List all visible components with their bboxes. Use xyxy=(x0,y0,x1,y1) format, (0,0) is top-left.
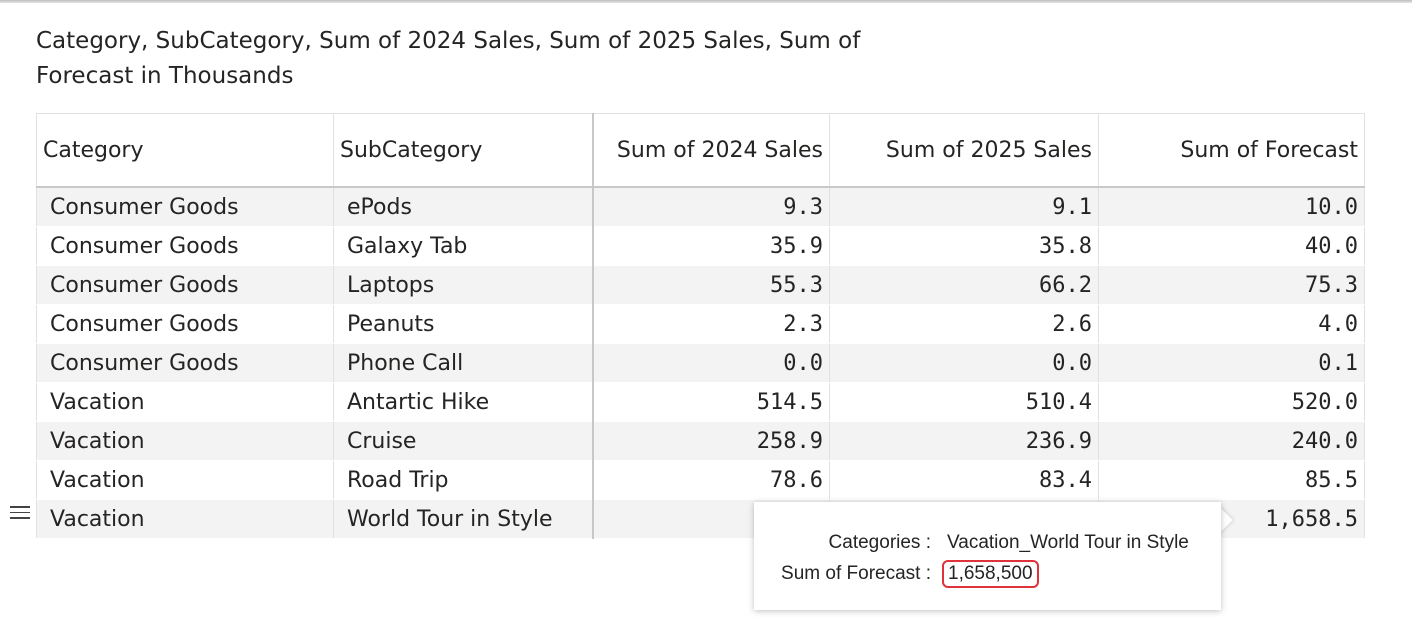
cell-subcategory: World Tour in Style xyxy=(333,499,594,539)
column-header-sum-forecast[interactable]: Sum of Forecast xyxy=(1098,113,1365,188)
hamburger-menu-icon[interactable] xyxy=(10,506,30,522)
cell-forecast: 75.3 xyxy=(1098,265,1365,305)
column-header-subcategory[interactable]: SubCategory xyxy=(333,113,594,188)
cell-sales-2025: 9.1 xyxy=(829,187,1099,227)
cell-subcategory: Galaxy Tab xyxy=(333,226,594,266)
cell-sales-2024: 55.3 xyxy=(592,265,830,305)
cell-sales-2025: 2.6 xyxy=(829,304,1099,344)
cell-subcategory: Road Trip xyxy=(333,460,594,500)
tooltip: Categories : Vacation_World Tour in Styl… xyxy=(754,502,1221,610)
cell-forecast: 85.5 xyxy=(1098,460,1365,500)
cell-forecast: 10.0 xyxy=(1098,187,1365,227)
cell-category: Vacation xyxy=(36,382,334,422)
table-row[interactable]: Vacation Antartic Hike 514.5 510.4 520.0 xyxy=(36,382,1365,422)
cell-subcategory: Laptops xyxy=(333,265,594,305)
cell-forecast: 0.1 xyxy=(1098,343,1365,383)
cell-sales-2025: 66.2 xyxy=(829,265,1099,305)
cell-sales-2024: 2.3 xyxy=(592,304,830,344)
cell-subcategory: Peanuts xyxy=(333,304,594,344)
tooltip-value-categories: Vacation_World Tour in Style xyxy=(947,532,1189,553)
data-table: Category SubCategory Sum of 2024 Sales S… xyxy=(36,113,1365,539)
cell-sales-2024: 514.5 xyxy=(592,382,830,422)
top-divider xyxy=(0,0,1412,3)
cell-sales-2025: 0.0 xyxy=(829,343,1099,383)
cell-category: Vacation xyxy=(36,421,334,461)
cell-sales-2024: 35.9 xyxy=(592,226,830,266)
cell-forecast: 40.0 xyxy=(1098,226,1365,266)
cell-category: Consumer Goods xyxy=(36,343,334,383)
cell-category: Vacation xyxy=(36,460,334,500)
table-row[interactable]: Consumer Goods Laptops 55.3 66.2 75.3 xyxy=(36,265,1365,305)
visual-title: Category, SubCategory, Sum of 2024 Sales… xyxy=(36,28,861,89)
tooltip-row-categories: Categories : Vacation_World Tour in Styl… xyxy=(754,532,1221,560)
cell-sales-2025: 35.8 xyxy=(829,226,1099,266)
cell-sales-2025: 236.9 xyxy=(829,421,1099,461)
cell-sales-2024: 258.9 xyxy=(592,421,830,461)
cell-forecast: 240.0 xyxy=(1098,421,1365,461)
cell-forecast: 4.0 xyxy=(1098,304,1365,344)
table-visual: Category SubCategory Sum of 2024 Sales S… xyxy=(36,113,1365,539)
column-header-sum-2024-sales[interactable]: Sum of 2024 Sales xyxy=(592,113,830,188)
table-row[interactable]: Consumer Goods Peanuts 2.3 2.6 4.0 xyxy=(36,304,1365,344)
tooltip-label-forecast: Sum of Forecast : xyxy=(781,563,931,584)
table-row[interactable]: Vacation Road Trip 78.6 83.4 85.5 xyxy=(36,460,1365,500)
cell-subcategory: Cruise xyxy=(333,421,594,461)
cell-sales-2025: 83.4 xyxy=(829,460,1099,500)
cell-sales-2024: 78.6 xyxy=(592,460,830,500)
cell-subcategory: Phone Call xyxy=(333,343,594,383)
table-row[interactable]: Consumer Goods Phone Call 0.0 0.0 0.1 xyxy=(36,343,1365,383)
cell-sales-2024: 0.0 xyxy=(592,343,830,383)
column-header-sum-2025-sales[interactable]: Sum of 2025 Sales xyxy=(829,113,1099,188)
cell-sales-2024: 9.3 xyxy=(592,187,830,227)
cell-category: Consumer Goods xyxy=(36,187,334,227)
tooltip-value-forecast: 1,658,500 xyxy=(942,560,1039,588)
cell-category: Consumer Goods xyxy=(36,226,334,266)
cell-forecast: 520.0 xyxy=(1098,382,1365,422)
cell-sales-2025: 510.4 xyxy=(829,382,1099,422)
cell-category: Consumer Goods xyxy=(36,265,334,305)
tooltip-label-categories: Categories : xyxy=(828,532,931,553)
tooltip-row-forecast: Sum of Forecast : 1,658,500 xyxy=(754,560,1221,591)
cell-category: Consumer Goods xyxy=(36,304,334,344)
table-header-row: Category SubCategory Sum of 2024 Sales S… xyxy=(36,113,1365,188)
cell-subcategory: Antartic Hike xyxy=(333,382,594,422)
table-row[interactable]: Consumer Goods ePods 9.3 9.1 10.0 xyxy=(36,187,1365,227)
column-header-category[interactable]: Category xyxy=(36,113,334,188)
cell-subcategory: ePods xyxy=(333,187,594,227)
cell-category: Vacation xyxy=(36,499,334,539)
table-row[interactable]: Consumer Goods Galaxy Tab 35.9 35.8 40.0 xyxy=(36,226,1365,266)
table-row[interactable]: Vacation Cruise 258.9 236.9 240.0 xyxy=(36,421,1365,461)
